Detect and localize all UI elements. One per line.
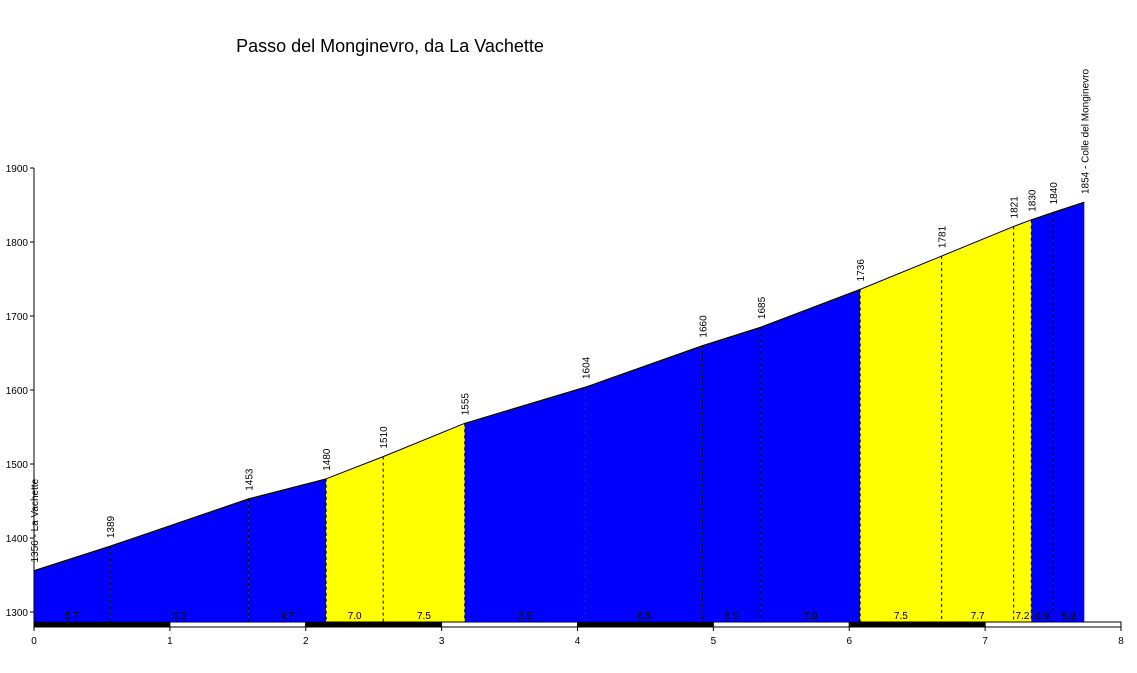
elevation-label: 1840 — [1049, 182, 1060, 205]
profile-segment — [248, 478, 327, 622]
x-tick-label: 5 — [711, 636, 717, 647]
km-strip-block — [33, 621, 171, 628]
km-strip-block — [577, 621, 714, 628]
x-tick-label: 1 — [167, 636, 173, 647]
gradient-label: 7.0 — [348, 611, 362, 622]
elevation-label: 1555 — [461, 393, 472, 416]
gradient-label: 5.5 — [518, 611, 532, 622]
km-strip-block — [984, 621, 1122, 628]
profile-segment — [326, 456, 384, 622]
gradient-label: 7.5 — [894, 611, 908, 622]
y-tick-label: 1300 — [6, 608, 29, 619]
profile-segment — [941, 226, 1014, 622]
elevation-label: 1821 — [1010, 196, 1021, 219]
km-strip-block — [305, 621, 443, 628]
gradient-label: 6.3 — [172, 611, 186, 622]
elevation-label: 1510 — [379, 426, 390, 449]
x-tick-label: 8 — [1118, 636, 1124, 647]
profile-segment — [110, 498, 249, 622]
plot-area: 1356 - La Vachette 1389145314801510155516… — [6, 69, 1124, 647]
gradient-label: 5.7 — [65, 611, 79, 622]
elevation-label: 1781 — [938, 225, 949, 248]
x-tick-label: 7 — [982, 636, 988, 647]
elevation-label: 1453 — [245, 468, 256, 491]
elevation-label: 1604 — [582, 356, 593, 379]
x-tick-label: 3 — [439, 636, 445, 647]
profile-segment — [1031, 212, 1054, 622]
elevation-label: 1660 — [699, 315, 710, 338]
gradient-label: 6.0 — [725, 611, 739, 622]
y-tick-label: 1800 — [6, 238, 29, 249]
y-tick-label: 1600 — [6, 386, 29, 397]
elevation-label: 1854 - Colle del Monginevro — [1080, 69, 1091, 195]
gradient-label: 7.2 — [1016, 611, 1030, 622]
elevation-label: 1389 — [106, 515, 117, 538]
elevation-label: 1830 — [1027, 189, 1038, 212]
x-tick-label: 2 — [303, 636, 309, 647]
gradient-label: 6.5 — [637, 611, 651, 622]
elevation-label: 1685 — [757, 296, 768, 319]
y-tick-label: 1500 — [6, 460, 29, 471]
x-tick-label: 6 — [846, 636, 852, 647]
elevation-label: 1736 — [856, 259, 867, 282]
elevation-label: 1356 - La Vachette — [30, 478, 41, 562]
gradient-label: 5.9 — [1062, 611, 1076, 622]
profile-segment — [702, 327, 761, 622]
gradient-label: 7.7 — [971, 611, 985, 622]
profile-segment — [1013, 219, 1032, 623]
y-tick-label: 1400 — [6, 534, 29, 545]
profile-segment — [383, 423, 465, 622]
y-tick-label: 1700 — [6, 312, 29, 323]
gradient-label: 7.5 — [417, 611, 431, 622]
profile-segment — [860, 256, 942, 622]
elevation-label: 1480 — [322, 448, 333, 471]
x-tick-label: 4 — [575, 636, 581, 647]
chart-title: Passo del Monginevro, da La Vachette — [236, 36, 544, 56]
km-strip-block — [848, 621, 986, 628]
gradient-label: 7.0 — [804, 611, 818, 622]
profile-segment — [34, 546, 111, 622]
profile-segment — [585, 345, 703, 622]
km-strip-block — [169, 621, 307, 628]
x-tick-label: 0 — [31, 636, 37, 647]
profile-segment — [464, 387, 586, 622]
gradient-label: 6.9 — [1035, 611, 1049, 622]
km-strip-block — [441, 621, 578, 628]
profile-segment — [760, 289, 861, 622]
y-tick-label: 1900 — [6, 164, 29, 175]
gradient-label: 4.7 — [280, 611, 294, 622]
km-strip-block — [712, 621, 850, 628]
profile-segment — [1053, 202, 1085, 623]
